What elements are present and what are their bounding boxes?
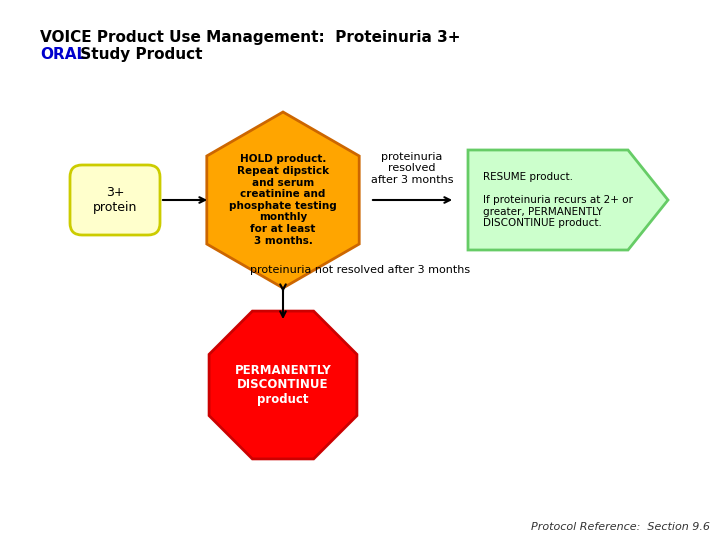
Text: Study Product: Study Product <box>75 47 202 62</box>
Text: proteinuria
resolved
after 3 months: proteinuria resolved after 3 months <box>371 152 454 185</box>
Polygon shape <box>209 311 357 459</box>
Text: PERMANENTLY
DISCONTINUE
product: PERMANENTLY DISCONTINUE product <box>235 363 331 407</box>
Text: VOICE Product Use Management:  Proteinuria 3+: VOICE Product Use Management: Proteinuri… <box>40 30 461 45</box>
FancyBboxPatch shape <box>70 165 160 235</box>
Polygon shape <box>207 112 359 288</box>
Text: ORAL: ORAL <box>40 47 86 62</box>
Text: Protocol Reference:  Section 9.6: Protocol Reference: Section 9.6 <box>531 522 710 532</box>
Text: proteinuria not resolved after 3 months: proteinuria not resolved after 3 months <box>250 265 470 275</box>
Text: 3+
protein: 3+ protein <box>93 186 138 214</box>
Text: RESUME product.

If proteinuria recurs at 2+ or
greater, PERMANENTLY
DISCONTINUE: RESUME product. If proteinuria recurs at… <box>483 172 633 228</box>
Polygon shape <box>468 150 668 250</box>
Text: HOLD product.
Repeat dipstick
and serum
creatinine and
phosphate testing
monthly: HOLD product. Repeat dipstick and serum … <box>229 154 337 246</box>
